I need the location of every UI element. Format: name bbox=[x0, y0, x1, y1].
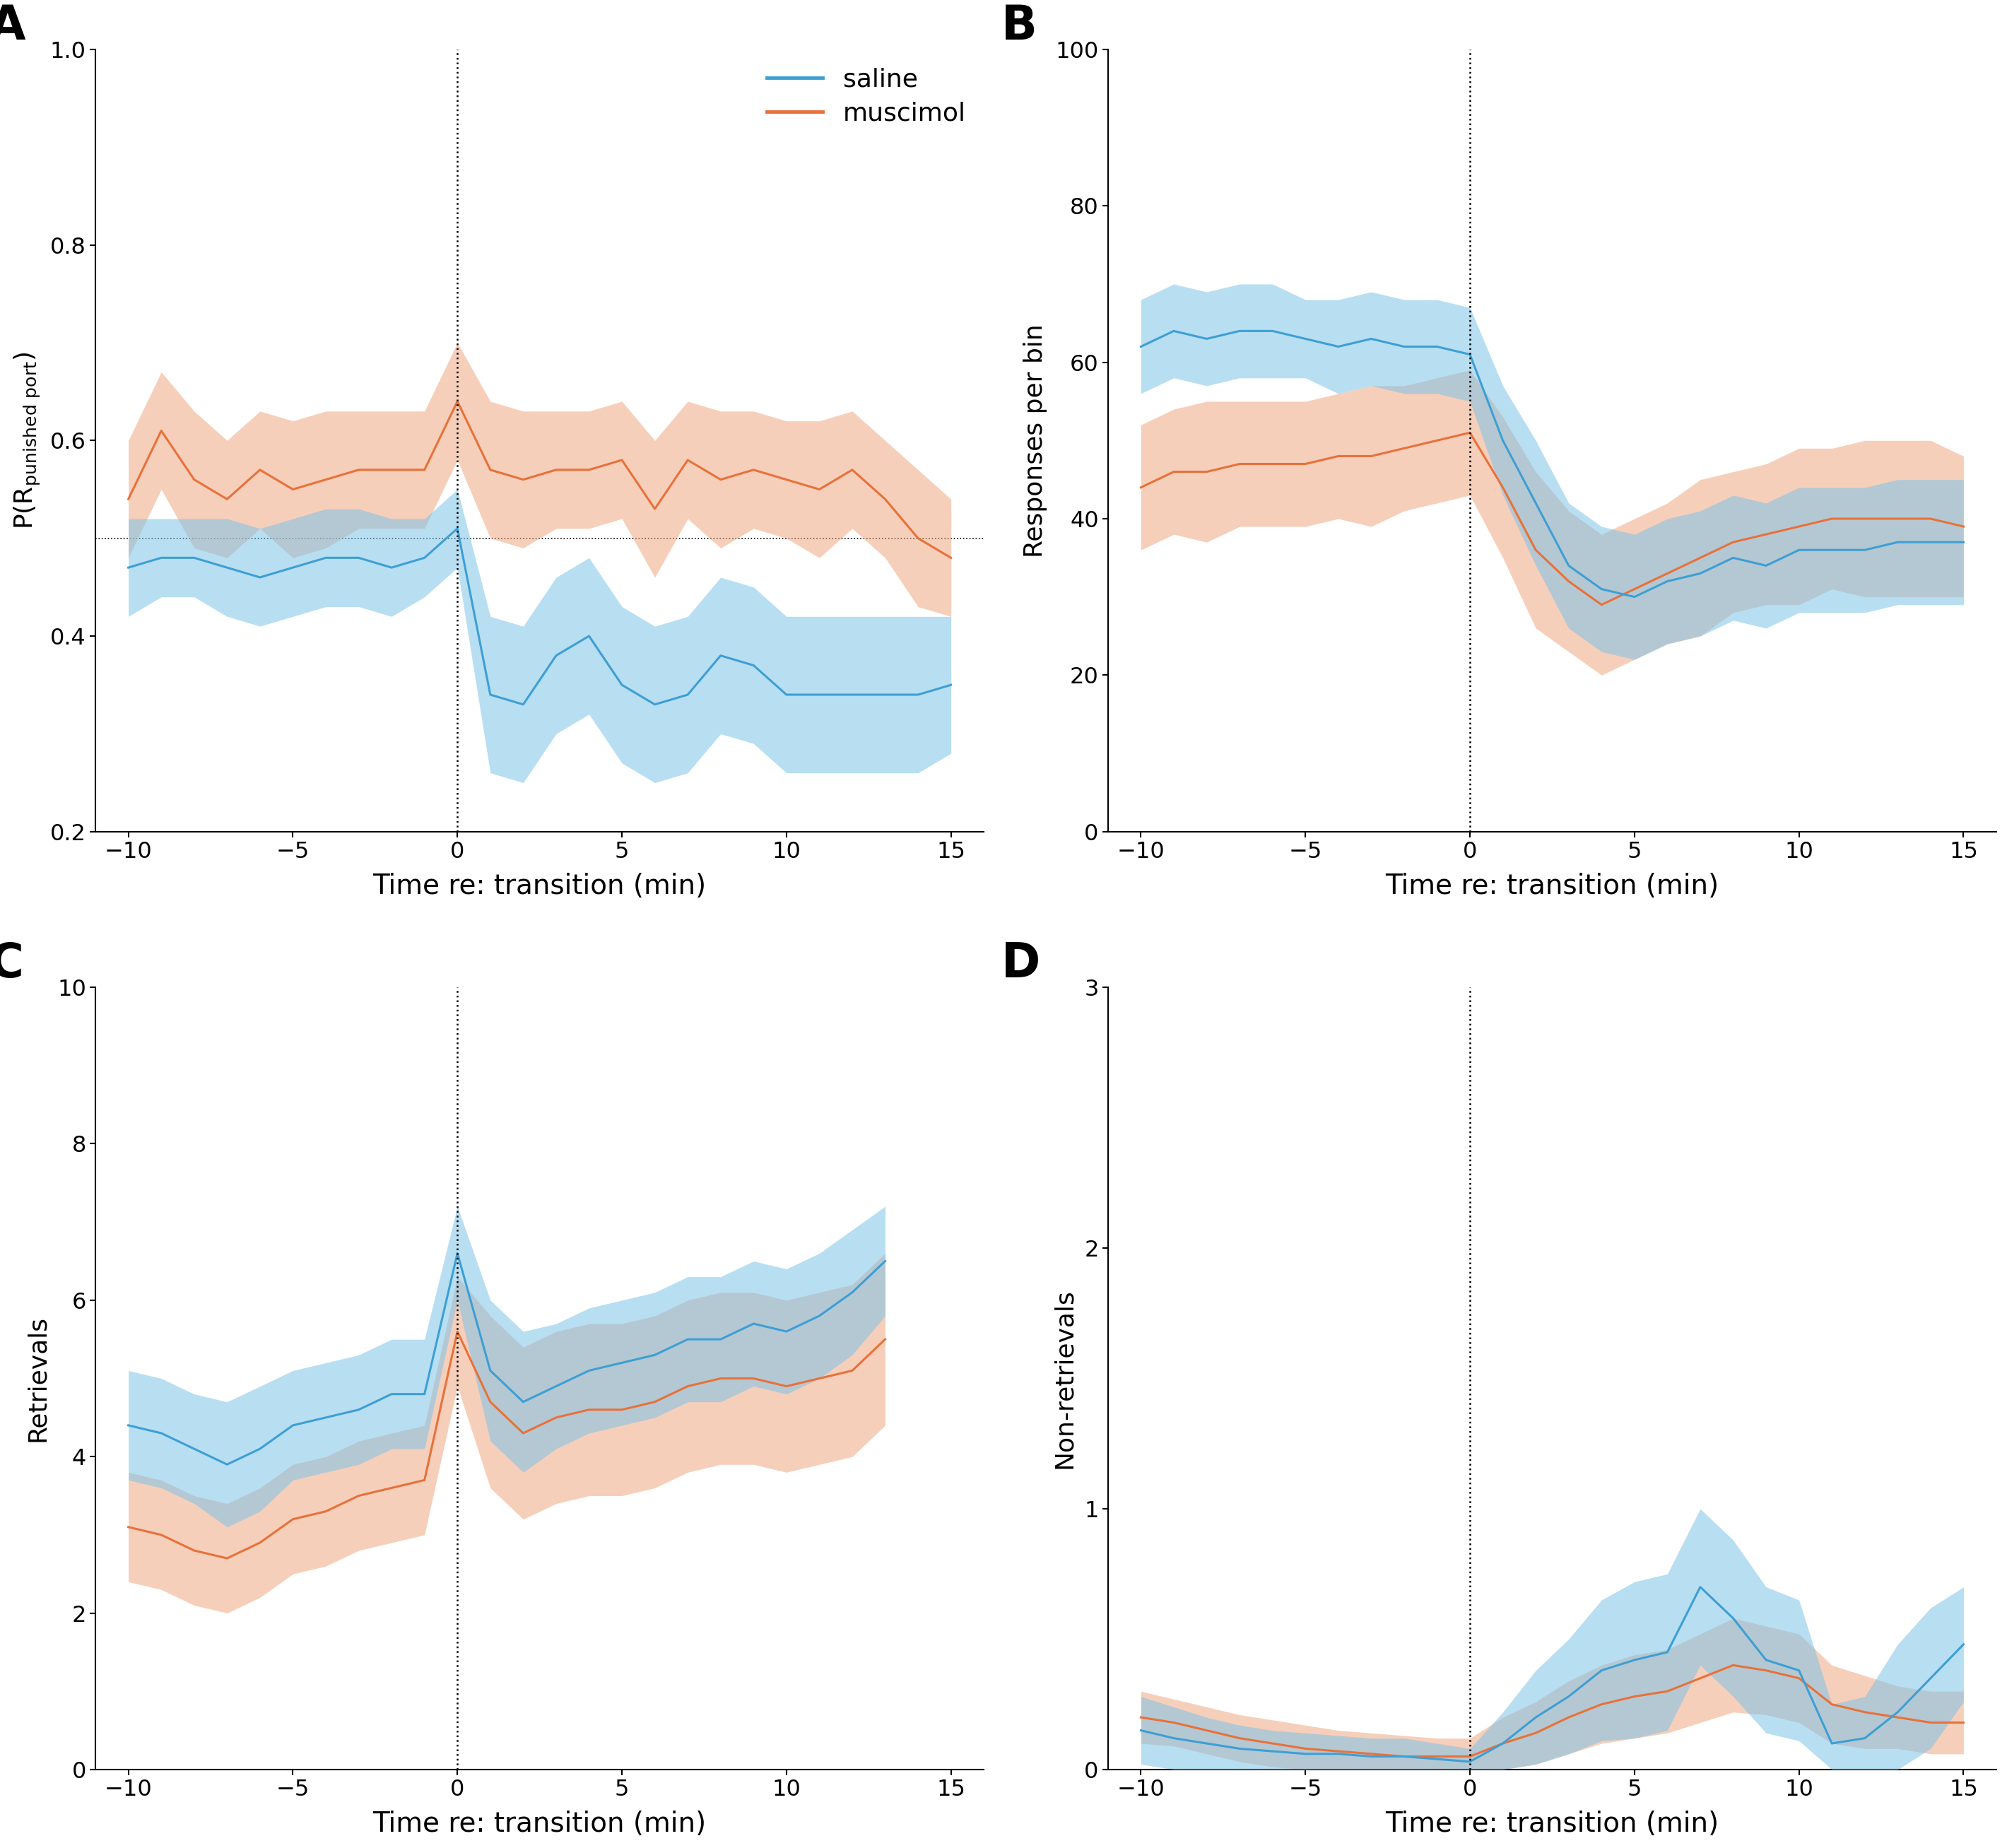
Legend: saline, muscimol: saline, muscimol bbox=[761, 63, 971, 131]
X-axis label: Time re: transition (min): Time re: transition (min) bbox=[1385, 872, 1720, 900]
X-axis label: Time re: transition (min): Time re: transition (min) bbox=[1385, 1811, 1720, 1837]
Text: D: D bbox=[1001, 941, 1040, 987]
Y-axis label: Non-retrievals: Non-retrievals bbox=[1052, 1288, 1076, 1469]
Text: B: B bbox=[1001, 2, 1038, 50]
Text: A: A bbox=[0, 2, 26, 50]
Y-axis label: Responses per bin: Responses per bin bbox=[1024, 323, 1048, 558]
Y-axis label: Retrievals: Retrievals bbox=[26, 1316, 50, 1441]
X-axis label: Time re: transition (min): Time re: transition (min) bbox=[373, 872, 706, 900]
X-axis label: Time re: transition (min): Time re: transition (min) bbox=[373, 1811, 706, 1837]
Text: C: C bbox=[0, 941, 24, 987]
Y-axis label: P(R$_{\mathregular{punished\ port}}$): P(R$_{\mathregular{punished\ port}}$) bbox=[12, 351, 42, 529]
